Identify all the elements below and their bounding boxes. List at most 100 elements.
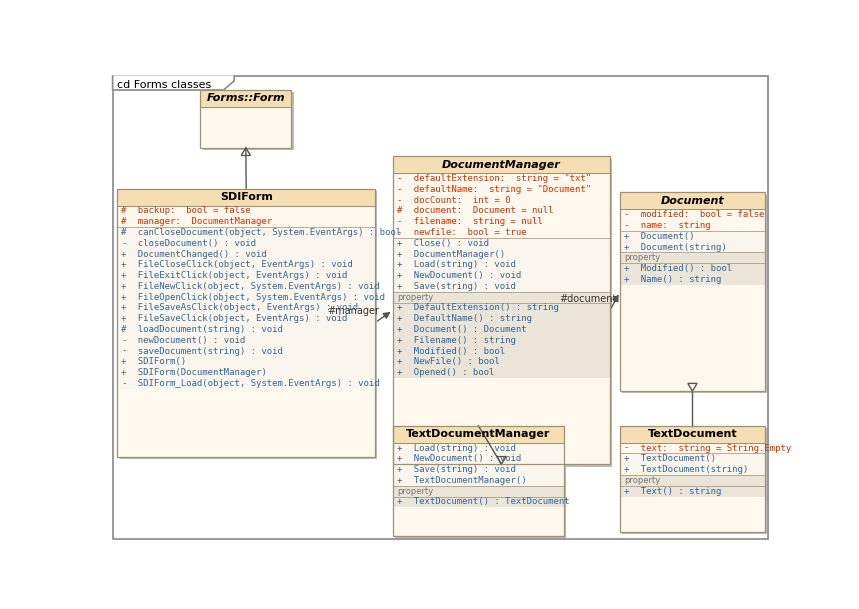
Text: +: + (121, 260, 126, 269)
Text: SDIForm(DocumentManager): SDIForm(DocumentManager) (127, 368, 267, 377)
Text: +: + (624, 465, 630, 474)
Text: cd Forms classes: cd Forms classes (117, 80, 211, 90)
Text: +: + (121, 303, 126, 312)
Bar (395, 158, 612, 466)
Text: +: + (397, 282, 402, 291)
Bar (393, 426, 564, 536)
Text: +: + (397, 336, 402, 345)
Bar (117, 227, 375, 389)
Text: +: + (624, 232, 630, 241)
Text: #manager: #manager (327, 306, 379, 317)
Text: manager:  DocumentManager: manager: DocumentManager (127, 217, 272, 226)
Text: +: + (121, 293, 126, 301)
Text: Load(string) : void: Load(string) : void (403, 260, 515, 269)
Text: SDIForm(): SDIForm() (127, 357, 186, 367)
Text: Name() : string: Name() : string (630, 275, 722, 284)
Bar (620, 192, 765, 391)
Text: -: - (624, 443, 630, 452)
Text: +: + (121, 314, 126, 323)
Text: #document: #document (559, 294, 616, 304)
Text: TextDocumentManager: TextDocumentManager (406, 429, 551, 439)
Text: +: + (624, 275, 630, 284)
Bar (620, 475, 765, 486)
Text: +: + (624, 454, 630, 463)
Bar (117, 189, 375, 457)
Text: +: + (397, 325, 402, 334)
Text: closeDocument() : void: closeDocument() : void (127, 239, 256, 248)
Text: Filename() : string: Filename() : string (403, 336, 515, 345)
Bar (393, 238, 610, 292)
Text: property: property (624, 253, 661, 262)
Text: #: # (121, 325, 126, 334)
Text: newfile:  bool = true: newfile: bool = true (403, 228, 527, 237)
Text: -: - (624, 221, 630, 230)
Bar (200, 90, 291, 107)
Text: DefaultName() : string: DefaultName() : string (403, 314, 532, 323)
Bar (620, 231, 765, 253)
Text: Opened() : bool: Opened() : bool (403, 368, 494, 377)
Bar (622, 428, 767, 534)
Text: +: + (397, 250, 402, 259)
Text: NewDocument() : void: NewDocument() : void (403, 454, 521, 463)
Text: FileExitClick(object, EventArgs) : void: FileExitClick(object, EventArgs) : void (127, 271, 348, 280)
Text: DocumentManager(): DocumentManager() (403, 250, 505, 259)
Bar (117, 205, 375, 227)
Text: +: + (397, 239, 402, 248)
Text: +: + (121, 250, 126, 259)
Text: Document: Document (661, 196, 724, 206)
Bar (620, 426, 765, 532)
Bar (393, 426, 564, 443)
Text: -: - (397, 174, 402, 183)
Text: +: + (397, 476, 402, 485)
Bar (393, 292, 610, 303)
Bar (119, 191, 377, 459)
Text: +: + (397, 271, 402, 280)
Text: modified:  bool = false: modified: bool = false (630, 210, 765, 219)
Text: docCount:  int = 0: docCount: int = 0 (403, 195, 510, 205)
Text: Document() : Document: Document() : Document (403, 325, 527, 334)
Text: Save(string) : void: Save(string) : void (403, 465, 515, 474)
Bar (393, 157, 610, 173)
Text: TextDocument() : TextDocument: TextDocument() : TextDocument (403, 498, 570, 507)
Text: Modified() : bool: Modified() : bool (630, 264, 732, 273)
Bar (393, 443, 564, 486)
Text: defaultName:  string = "Document": defaultName: string = "Document" (403, 185, 591, 194)
Text: loadDocument(string) : void: loadDocument(string) : void (127, 325, 283, 334)
Text: -: - (121, 379, 126, 388)
Text: #: # (121, 217, 126, 226)
Text: NewFile() : bool: NewFile() : bool (403, 357, 500, 367)
Text: +: + (397, 368, 402, 377)
Text: +: + (397, 498, 402, 507)
Text: #: # (397, 206, 402, 216)
Text: -: - (121, 239, 126, 248)
Text: -: - (397, 217, 402, 226)
Text: -: - (397, 185, 402, 194)
Text: +: + (121, 271, 126, 280)
Bar (620, 192, 765, 391)
Bar (620, 263, 765, 285)
Text: FileNewClick(object, System.EventArgs) : void: FileNewClick(object, System.EventArgs) :… (127, 282, 380, 291)
Text: Document(): Document() (630, 232, 695, 241)
Text: Load(string) : void: Load(string) : void (403, 443, 515, 452)
Text: FileOpenClick(object, System.EventArgs) : void: FileOpenClick(object, System.EventArgs) … (127, 293, 385, 301)
Text: SDIForm_Load(object, System.EventArgs) : void: SDIForm_Load(object, System.EventArgs) :… (127, 379, 380, 388)
Bar (393, 496, 564, 507)
Text: +: + (397, 357, 402, 367)
Text: -: - (397, 195, 402, 205)
Text: Forms::Form: Forms::Form (206, 94, 285, 104)
Text: +: + (397, 443, 402, 452)
Text: canCloseDocument(object, System.EventArgs) : bool: canCloseDocument(object, System.EventArg… (127, 228, 401, 237)
Bar (620, 486, 765, 496)
Text: Document(string): Document(string) (630, 242, 727, 252)
Text: Text() : string: Text() : string (630, 487, 722, 496)
Text: property: property (624, 476, 661, 485)
Text: Modified() : bool: Modified() : bool (403, 347, 505, 356)
Text: SDIForm: SDIForm (220, 192, 272, 202)
Text: -: - (121, 336, 126, 345)
Text: TextDocumentManager(): TextDocumentManager() (403, 476, 527, 485)
Text: NewDocument() : void: NewDocument() : void (403, 271, 521, 280)
Text: TextDocument(): TextDocument() (630, 454, 716, 463)
Text: +: + (624, 264, 630, 273)
Text: defaultExtension:  string = "txt": defaultExtension: string = "txt" (403, 174, 591, 183)
Bar (620, 192, 765, 209)
